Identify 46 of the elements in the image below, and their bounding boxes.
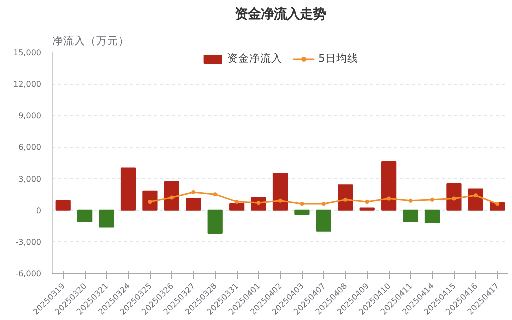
point	[387, 196, 392, 201]
bar	[186, 198, 202, 211]
bar	[208, 210, 223, 234]
y-tick-label: 15,000	[14, 48, 42, 58]
bar	[120, 168, 136, 211]
point	[430, 198, 434, 202]
point	[322, 202, 326, 206]
point	[300, 202, 304, 206]
bar	[294, 210, 310, 216]
bar	[164, 181, 180, 211]
point	[278, 198, 282, 203]
bar	[56, 200, 71, 211]
bar	[272, 173, 288, 211]
point	[408, 198, 413, 203]
y-tick-label: 12,000	[14, 80, 42, 90]
chart-title: 资金净流入走势	[235, 6, 326, 22]
bar	[338, 184, 354, 211]
y-tick-label: 0	[36, 206, 42, 216]
point	[496, 202, 500, 206]
bar	[446, 184, 462, 211]
point	[452, 196, 456, 201]
point	[148, 200, 152, 204]
y-tick-label: -6,000	[16, 270, 42, 278]
legend-label: 资金净流入	[228, 52, 283, 66]
y-tick-label: 3,000	[18, 174, 42, 184]
bar	[316, 210, 332, 232]
y-axis-title: 净流入（万元）	[52, 34, 130, 48]
bar	[78, 210, 93, 222]
point	[365, 200, 370, 204]
legend-label: 5日均线	[318, 52, 358, 66]
y-tick-label: 9,000	[18, 112, 42, 121]
bar	[230, 204, 245, 211]
bar	[360, 208, 375, 211]
y-tick-label: 6,000	[18, 143, 42, 152]
bar	[424, 210, 440, 224]
bar	[382, 161, 397, 211]
point	[170, 196, 174, 200]
bar	[99, 210, 114, 228]
point	[474, 194, 478, 198]
point	[344, 198, 348, 202]
bar	[403, 210, 418, 222]
bar	[142, 190, 158, 211]
y-tick-label: -3,000	[16, 238, 42, 247]
point	[192, 190, 196, 194]
point	[235, 200, 240, 204]
point	[213, 192, 218, 197]
